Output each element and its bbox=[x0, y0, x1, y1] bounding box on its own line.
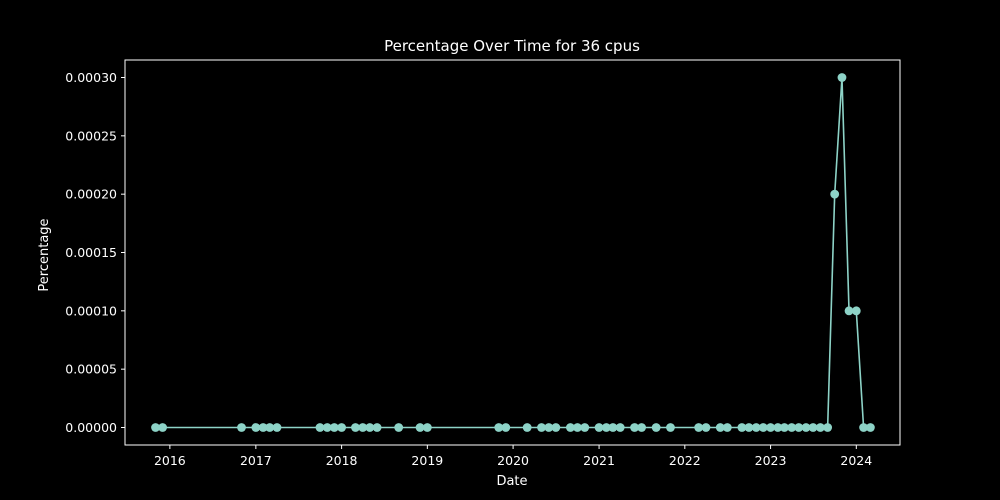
data-point bbox=[866, 423, 875, 432]
data-point bbox=[573, 423, 582, 432]
data-point bbox=[544, 423, 554, 432]
data-point bbox=[151, 423, 160, 432]
data-point bbox=[494, 423, 504, 432]
data-point bbox=[237, 423, 246, 432]
data-point bbox=[615, 423, 625, 432]
data-point bbox=[666, 423, 675, 432]
data-point bbox=[337, 423, 346, 432]
data-point bbox=[601, 423, 611, 432]
data-point bbox=[859, 423, 868, 432]
x-tick-label: 2023 bbox=[755, 453, 787, 468]
data-point bbox=[415, 423, 425, 432]
data-point bbox=[365, 423, 375, 432]
data-point bbox=[722, 423, 732, 432]
data-point bbox=[265, 423, 275, 432]
x-tick-label: 2022 bbox=[669, 453, 701, 468]
x-tick-label: 2024 bbox=[840, 453, 872, 468]
data-point bbox=[794, 423, 804, 432]
data-point bbox=[158, 423, 167, 432]
data-point bbox=[637, 423, 646, 432]
data-point bbox=[372, 423, 382, 432]
data-point bbox=[837, 73, 847, 82]
data-point bbox=[780, 423, 789, 432]
data-point bbox=[851, 306, 861, 316]
data-point bbox=[651, 423, 661, 432]
x-tick-label: 2019 bbox=[411, 453, 443, 468]
x-axis: 2016 2017 2018 2019 2020 2021 2022 2023 2024 bbox=[154, 445, 872, 468]
y-tick-label: 0.00025 bbox=[65, 128, 117, 143]
data-point bbox=[694, 423, 704, 432]
data-point bbox=[251, 423, 261, 432]
data-point bbox=[272, 423, 282, 432]
data-point bbox=[551, 423, 561, 432]
data-point bbox=[801, 423, 811, 432]
data-point bbox=[351, 423, 360, 432]
data-point bbox=[566, 423, 575, 432]
data-point bbox=[580, 423, 590, 432]
x-tick-label: 2021 bbox=[583, 453, 615, 468]
data-point bbox=[758, 423, 768, 432]
y-tick-label: 0.00020 bbox=[65, 187, 117, 202]
data-point bbox=[358, 423, 368, 432]
data-point bbox=[501, 423, 511, 432]
data-point bbox=[315, 423, 325, 432]
data-point bbox=[815, 423, 825, 432]
data-point bbox=[808, 423, 818, 432]
data-point bbox=[737, 423, 747, 432]
data-point bbox=[744, 423, 754, 432]
x-axis-label: Date bbox=[496, 474, 527, 489]
x-tick-label: 2018 bbox=[326, 453, 358, 468]
y-tick-label: 0.00030 bbox=[65, 70, 117, 85]
data-point bbox=[537, 423, 546, 432]
y-tick-label: 0.00010 bbox=[65, 303, 117, 318]
x-tick-label: 2017 bbox=[240, 453, 272, 468]
chart-title: Percentage Over Time for 36 cpus bbox=[384, 37, 640, 55]
data-point bbox=[751, 423, 761, 432]
data-point bbox=[844, 306, 854, 316]
x-tick-label: 2020 bbox=[497, 453, 529, 468]
data-point bbox=[830, 189, 840, 199]
data-point bbox=[823, 423, 833, 432]
data-point bbox=[258, 423, 268, 432]
y-axis-label: Percentage bbox=[37, 218, 52, 291]
y-tick-label: 0.00000 bbox=[65, 420, 117, 435]
series-group bbox=[151, 73, 875, 432]
data-point bbox=[701, 423, 711, 432]
data-point bbox=[329, 423, 339, 432]
data-point bbox=[594, 423, 604, 432]
data-point bbox=[787, 423, 797, 432]
y-tick-label: 0.00005 bbox=[65, 362, 117, 377]
y-tick-label: 0.00015 bbox=[65, 245, 117, 260]
plot-frame bbox=[124, 59, 901, 446]
data-point bbox=[422, 423, 432, 432]
data-point bbox=[630, 423, 639, 432]
x-tick-label: 2016 bbox=[154, 453, 186, 468]
data-point bbox=[394, 423, 404, 432]
y-axis: 0.00000 0.00005 0.00010 0.00015 0.00020 0.000… bbox=[65, 70, 125, 435]
data-point bbox=[608, 423, 618, 432]
data-point bbox=[322, 423, 332, 432]
data-point bbox=[715, 423, 725, 432]
data-point bbox=[766, 423, 775, 432]
data-point bbox=[522, 423, 532, 432]
data-point bbox=[773, 423, 783, 432]
